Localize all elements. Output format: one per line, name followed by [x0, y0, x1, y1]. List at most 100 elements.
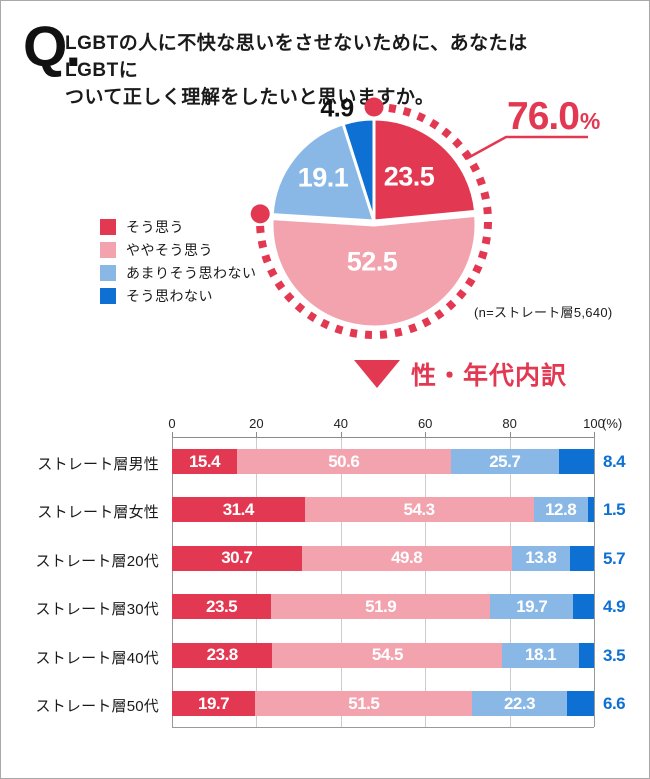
- bar-segment-r0-s0: 15.4: [172, 449, 237, 474]
- dotted-emphasis-arc: [256, 103, 492, 339]
- bar-segment-r4-s0: 23.8: [172, 642, 273, 668]
- legend-swatch-somewhat-agree: [100, 242, 116, 258]
- grid-line-40: [340, 437, 342, 727]
- tick-mark-60: [425, 432, 427, 437]
- arc-end-dot-top: [364, 97, 384, 117]
- legend-label-somewhat-disagree: あまりそう思わない: [126, 265, 257, 281]
- bar-value-r1-s2: 12.8: [545, 499, 577, 519]
- x-tick-label-20: 20: [249, 416, 264, 431]
- bar-segment-r5-s0: 19.7: [172, 691, 256, 716]
- bar-row-label-3: ストレート層30代: [35, 601, 159, 619]
- bar-outside-value-r0: 8.4: [603, 452, 626, 471]
- bar-row-4: 23.8 54.5 18.1: [172, 642, 594, 668]
- section-title: 性・年代内訳: [411, 362, 568, 390]
- bar-row-0: 15.4 50.6 25.7: [172, 449, 595, 474]
- bar-segment-r1-s3: [587, 497, 594, 523]
- bar-row-2: 30.7 49.8 13.8: [172, 545, 594, 571]
- bar-segment-r1-s0: 31.4: [172, 497, 305, 523]
- bar-segment-r0-s2: 25.7: [450, 449, 559, 474]
- question-text: LGBTの人に不快な思いをさせないために、あなたはLGBTに ついて正しく理解を…: [65, 30, 535, 111]
- pie-value-label-3: 4.9: [320, 94, 354, 123]
- tick-mark-0: [172, 432, 173, 437]
- legend-label-agree: そう思う: [126, 219, 184, 235]
- bar-segment-r1-s2: 12.8: [533, 497, 588, 523]
- x-tick-label-0: 0: [168, 416, 176, 431]
- bar-segment-r5-s2: 22.3: [472, 691, 567, 716]
- bar-value-r3-s2: 19.7: [516, 596, 548, 616]
- tick-mark-80: [509, 432, 511, 437]
- bar-value-r0-s0: 15.4: [188, 451, 221, 471]
- grid-line-80: [509, 437, 511, 727]
- bar-value-r4-s1: 54.5: [371, 645, 404, 665]
- bar-segment-r2-s2: 13.8: [511, 545, 570, 571]
- bar-row-label-5: ストレート層50代: [35, 698, 159, 715]
- sample-size-note: (n=ストレート層5,640): [474, 305, 613, 320]
- legend-label-disagree: そう思わない: [126, 288, 213, 304]
- bar-value-r5-s0: 19.7: [198, 693, 230, 713]
- bar-outside-value-r1: 1.5: [603, 500, 626, 520]
- bar-value-r3-s0: 23.5: [206, 596, 238, 616]
- x-tick-label-80: 80: [502, 416, 517, 431]
- bar-segment-r2-s0: 30.7: [172, 545, 302, 571]
- percent-sign: %: [579, 108, 600, 134]
- bar-segment-r3-s0: 23.5: [172, 594, 272, 620]
- bar-segment-r1-s1: 54.3: [304, 497, 534, 523]
- bar-segment-r4-s1: 54.5: [272, 642, 503, 668]
- x-axis-line: [172, 437, 594, 438]
- x-tick-label-60: 60: [417, 416, 433, 431]
- agree-total-callout: 76.0 %: [507, 95, 600, 139]
- bar-value-r2-s2: 13.8: [525, 548, 557, 568]
- legend-label-somewhat-agree: ややそう思う: [126, 242, 213, 258]
- arc-end-dot-left: [250, 204, 270, 224]
- bar-outside-value-r4: 3.5: [603, 645, 626, 665]
- triangle-down-icon: [354, 360, 400, 388]
- pie-slice-3: [341, 117, 376, 223]
- bar-row-1: 31.4 54.3 12.8: [172, 497, 594, 523]
- x-tick-label-40: 40: [333, 416, 349, 431]
- pie-value-label-2: 19.1: [297, 162, 349, 193]
- bar-segment-r2-s1: 49.8: [301, 545, 512, 571]
- pie-slice-2: [270, 122, 376, 223]
- bar-value-r5-s2: 22.3: [503, 693, 536, 713]
- bar-row-3: 23.5 51.9 19.7: [172, 594, 594, 620]
- bar-value-r5-s1: 51.5: [348, 693, 380, 713]
- bar-outside-value-r5: 6.6: [603, 694, 626, 713]
- plot-bottom-line: [172, 727, 594, 728]
- bar-segment-r2-s3: [569, 545, 594, 571]
- legend-item-somewhat-agree: ややそう思う: [100, 242, 257, 258]
- pie-chart: [250, 97, 588, 339]
- tick-mark-40: [340, 432, 342, 437]
- legend-item-somewhat-disagree: あまりそう思わない: [100, 265, 257, 281]
- x-tick-label-100: 100: [583, 416, 605, 431]
- bar-value-r0-s1: 50.6: [328, 451, 360, 471]
- question-line-1: LGBTの人に不快な思いをさせないために、あなたはLGBTに: [65, 33, 528, 81]
- bar-value-r4-s0: 23.8: [206, 645, 239, 665]
- pie-slice-0: [372, 117, 478, 223]
- callout-leader-line: [465, 135, 588, 161]
- bar-row-5: 19.7 51.5 22.3: [172, 691, 595, 716]
- legend-item-disagree: そう思わない: [100, 288, 257, 304]
- grid-line-20: [256, 437, 258, 727]
- question-line-2: ついて正しく理解をしたいと思いますか。: [65, 87, 435, 108]
- pie-slice-1: [270, 213, 478, 329]
- pie-value-label-0: 23.5: [383, 161, 435, 192]
- bar-outside-value-r2: 5.7: [603, 548, 626, 568]
- pie-legend: そう思う ややそう思う あまりそう思わない そう思わない: [100, 219, 257, 304]
- bar-segment-r0-s1: 50.6: [236, 449, 451, 474]
- bar-value-r2-s1: 49.8: [391, 548, 423, 568]
- bar-row-label-2: ストレート層20代: [35, 552, 159, 570]
- tick-mark-20: [256, 432, 258, 437]
- bar-value-r2-s0: 30.7: [221, 548, 253, 568]
- x-axis-unit-label: (%): [602, 416, 623, 431]
- legend-item-agree: そう思う: [100, 219, 257, 235]
- bar-segment-r4-s2: 18.1: [502, 642, 579, 668]
- question-mark-label: Q.: [23, 15, 81, 79]
- bar-segment-r5-s1: 51.5: [255, 691, 473, 716]
- bar-segment-r3-s1: 51.9: [271, 594, 491, 620]
- bar-value-r1-s0: 31.4: [222, 499, 255, 519]
- bar-segment-r3-s2: 19.7: [490, 594, 574, 620]
- grid-line-60: [425, 437, 427, 727]
- bar-segment-r5-s3: [566, 691, 595, 716]
- tick-mark-100: [594, 432, 595, 437]
